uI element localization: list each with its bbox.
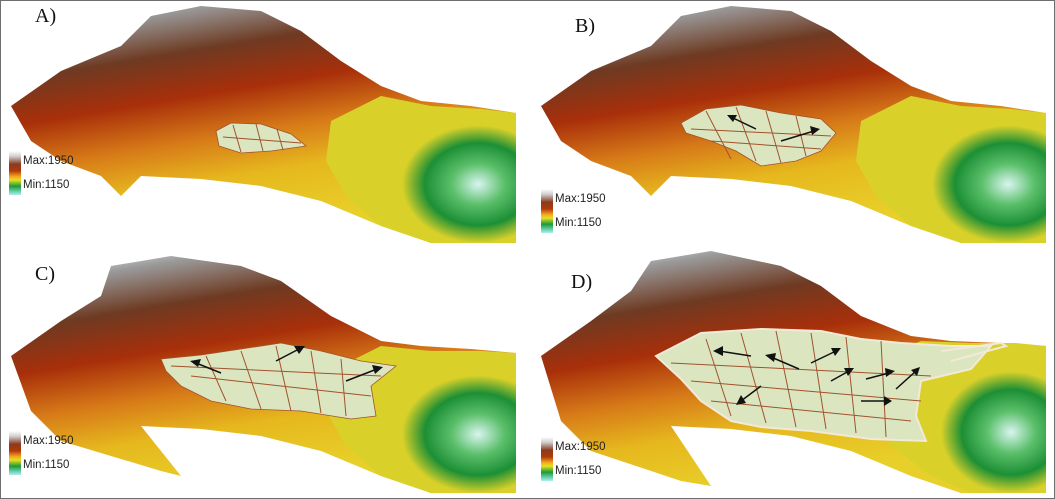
growth-arrow [770,356,800,370]
urban-area-c [160,342,397,420]
panel-d: D) Max:1950 Min:1150 [531,251,1051,493]
elevation-color-ramp [9,431,21,475]
terrain-map-b [541,6,1046,243]
legend-max-label: Max:1950 [555,441,606,453]
urban-area-a [215,122,307,154]
growth-arrow [810,350,837,364]
growth-arrow [718,350,752,357]
growth-arrow [195,362,222,374]
growth-arrow [275,348,300,362]
elevation-legend-a: Max:1950 Min:1150 [9,151,129,195]
elevation-color-ramp [9,151,21,195]
elevation-legend-c: Max:1950 Min:1150 [9,431,129,475]
panel-b: B) Max:1950 Min:1150 [531,1,1051,243]
growth-arrow [830,370,850,382]
panel-label-b: B) [575,15,595,37]
growth-arrow [865,372,890,380]
terrain-map-d [541,251,1046,493]
growth-arrow [740,385,762,402]
growth-arrow [345,368,378,382]
panel-label-d: D) [571,271,593,293]
growth-arrow [895,370,917,390]
legend-max-label: Max:1950 [555,193,606,205]
terrain-map-a [11,6,516,243]
legend-min-label: Min:1150 [23,179,70,191]
elevation-legend-b: Max:1950 Min:1150 [541,189,661,233]
elevation-color-ramp [541,437,553,481]
legend-min-label: Min:1150 [23,459,70,471]
elevation-legend-d: Max:1950 Min:1150 [541,437,661,481]
panel-label-a: A) [35,5,57,27]
elevation-color-ramp [541,189,553,233]
legend-min-label: Min:1150 [555,465,602,477]
growth-arrow [780,130,815,142]
legend-max-label: Max:1950 [23,435,74,447]
panel-c: C) Max:1950 Min:1150 [1,251,521,493]
legend-max-label: Max:1950 [23,155,74,167]
panel-a: A) Max:1950 Min:1150 [1,1,521,243]
urban-area-d [654,327,994,443]
legend-min-label: Min:1150 [555,217,602,229]
growth-arrow [730,116,757,130]
panel-label-c: C) [35,263,55,285]
terrain-map-c [11,256,516,493]
